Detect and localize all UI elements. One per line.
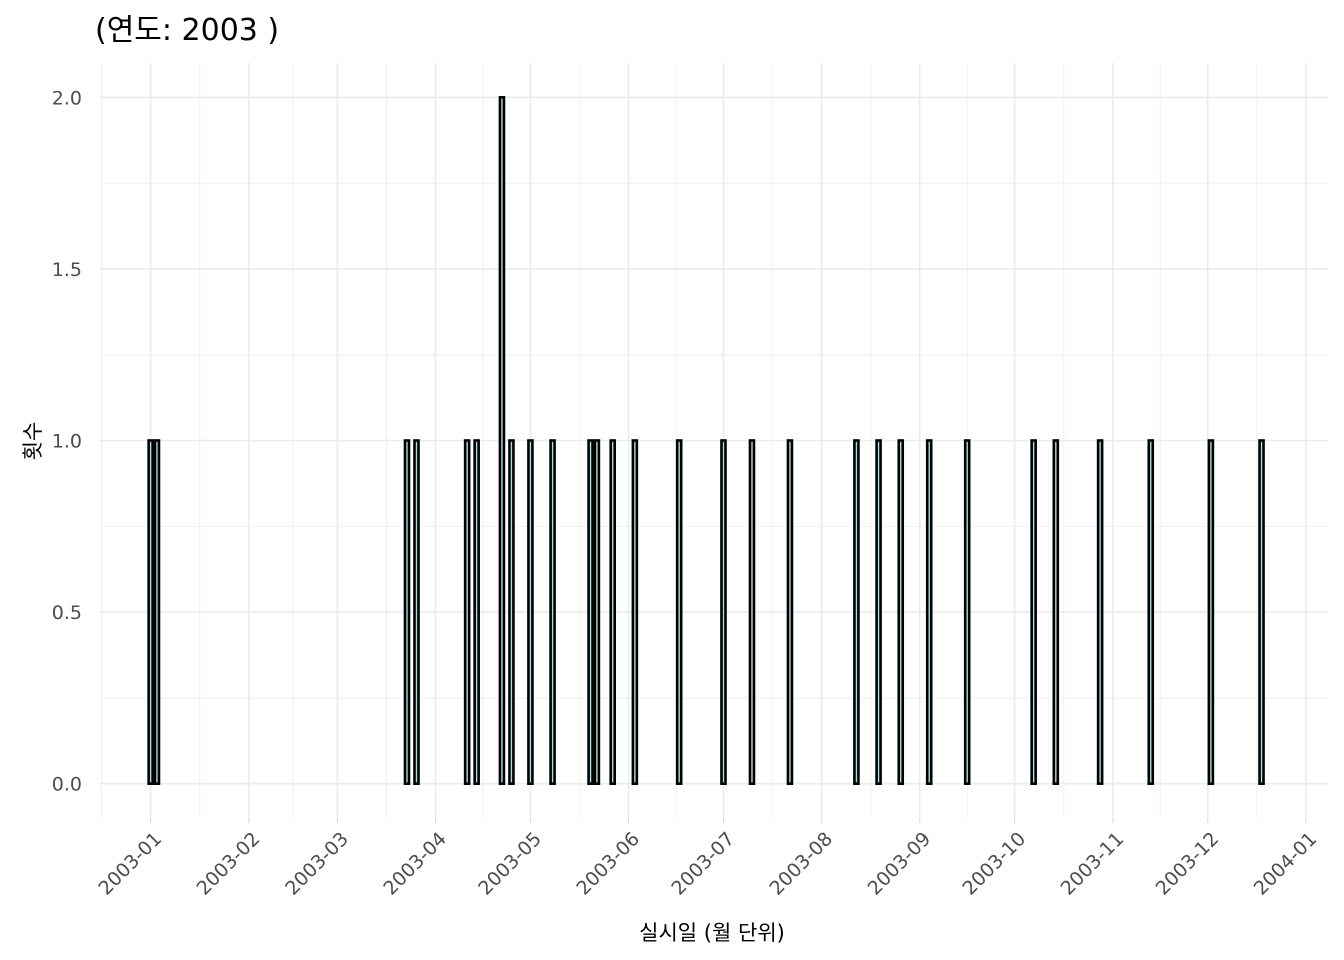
bar: [1052, 439, 1060, 785]
grid: [100, 63, 1328, 818]
bar: [508, 439, 515, 785]
y-axis-ticks: 0.0 0.5 1.0 1.5 2.0: [52, 87, 82, 795]
bar: [587, 439, 594, 785]
y-tick-label: 1.5: [52, 259, 82, 281]
bar: [147, 439, 154, 785]
x-tick-label: 2003-08: [765, 828, 837, 900]
x-tick-label: 2003-05: [474, 828, 546, 900]
bar: [153, 439, 161, 785]
x-tick-label: 2003-01: [94, 828, 166, 900]
x-tick-label: 2003-12: [1152, 828, 1224, 900]
bar: [875, 439, 882, 785]
x-tick-label: 2004-01: [1250, 828, 1322, 900]
bar: [631, 439, 639, 785]
bar: [593, 439, 601, 785]
x-tick-label: 2003-07: [667, 828, 739, 900]
bar: [748, 439, 756, 785]
bars: [147, 96, 1265, 785]
y-axis-title: 횟수: [21, 422, 45, 461]
x-tick-label: 2003-11: [1057, 828, 1129, 900]
y-tick-label: 0.5: [52, 602, 82, 624]
y-tick-label: 2.0: [52, 87, 82, 109]
bar: [720, 439, 727, 785]
chart-title: (연도: 2003 ): [95, 13, 279, 48]
bar: [609, 439, 617, 785]
bar: [1147, 439, 1155, 785]
x-axis-title: 실시일 (월 단위): [639, 921, 785, 945]
bar: [527, 439, 534, 785]
x-axis-ticks: 2003-01 2003-02 2003-03 2003-04 2003-05 2003-…: [94, 818, 1321, 900]
bar: [1258, 439, 1265, 785]
bar: [498, 96, 506, 785]
y-tick-label: 1.0: [52, 431, 82, 453]
bar: [549, 439, 556, 785]
x-tick-label: 2003-10: [959, 828, 1031, 900]
bar: [1030, 439, 1037, 785]
x-tick-label: 2003-04: [379, 828, 451, 900]
bar: [1096, 439, 1104, 785]
bar: [413, 439, 420, 785]
x-tick-label: 2003-02: [193, 828, 265, 900]
bar: [853, 439, 860, 785]
bar: [925, 439, 933, 785]
x-tick-label: 2003-06: [572, 828, 644, 900]
y-tick-label: 0.0: [52, 774, 82, 796]
x-tick-label: 2003-09: [864, 828, 936, 900]
bar: [403, 439, 411, 785]
bar: [675, 439, 683, 785]
bar: [463, 439, 471, 785]
x-tick-label: 2003-03: [281, 828, 353, 900]
bar: [786, 439, 794, 785]
bar: [897, 439, 905, 785]
bar: [963, 439, 971, 785]
bar: [1207, 439, 1215, 785]
bar: [473, 439, 480, 785]
